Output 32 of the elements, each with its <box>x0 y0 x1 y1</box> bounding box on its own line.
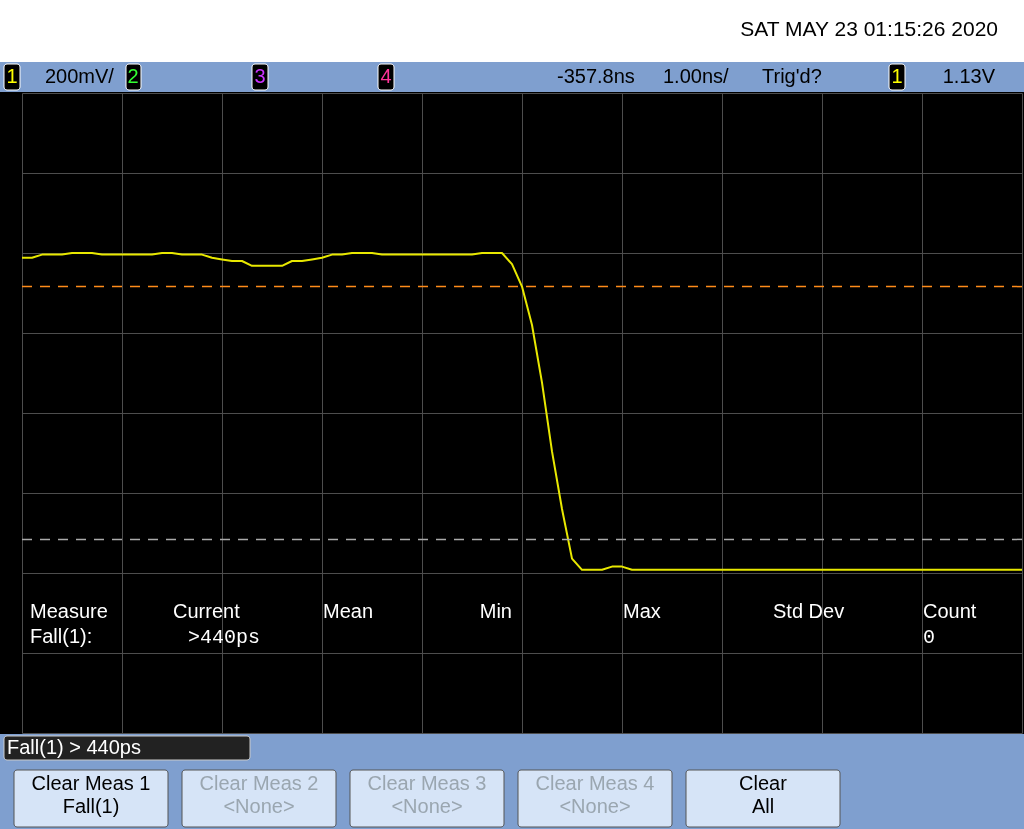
text: Clear <box>739 772 788 794</box>
text: Clear Meas 1 <box>31 772 151 794</box>
text: 1.13V <box>942 65 996 87</box>
text: <None> <box>559 795 631 817</box>
text: Min <box>479 600 512 622</box>
text: Mean <box>323 600 374 622</box>
text: All <box>751 795 775 817</box>
text: Clear Meas 4 <box>535 772 655 794</box>
text: 3 <box>254 65 266 87</box>
text: Fall(1) <box>62 795 120 817</box>
text: Fall(1): <box>30 625 93 647</box>
text: 200mV/ <box>45 65 115 87</box>
text: Current <box>173 600 241 622</box>
text: 1 <box>891 65 903 87</box>
text: Clear Meas 3 <box>367 772 487 794</box>
text: <None> <box>223 795 295 817</box>
text: <None> <box>391 795 463 817</box>
text: 2 <box>127 65 139 87</box>
text: SAT MAY 23 01:15:26 2020 <box>740 17 998 40</box>
text: 4 <box>380 65 392 87</box>
text: 1.00ns/ <box>663 65 730 87</box>
text: >440ps <box>188 626 261 649</box>
text: Measure <box>30 600 108 622</box>
text: Trig'd? <box>762 65 822 87</box>
text: Fall(1) > 440ps <box>7 736 141 758</box>
text: Clear Meas 2 <box>199 772 319 794</box>
text: Count <box>923 600 977 622</box>
text: 0 <box>923 626 936 649</box>
text: Std Dev <box>773 600 845 622</box>
text: Max <box>623 600 661 622</box>
text: 1 <box>6 65 18 87</box>
text: -357.8ns <box>557 65 635 87</box>
